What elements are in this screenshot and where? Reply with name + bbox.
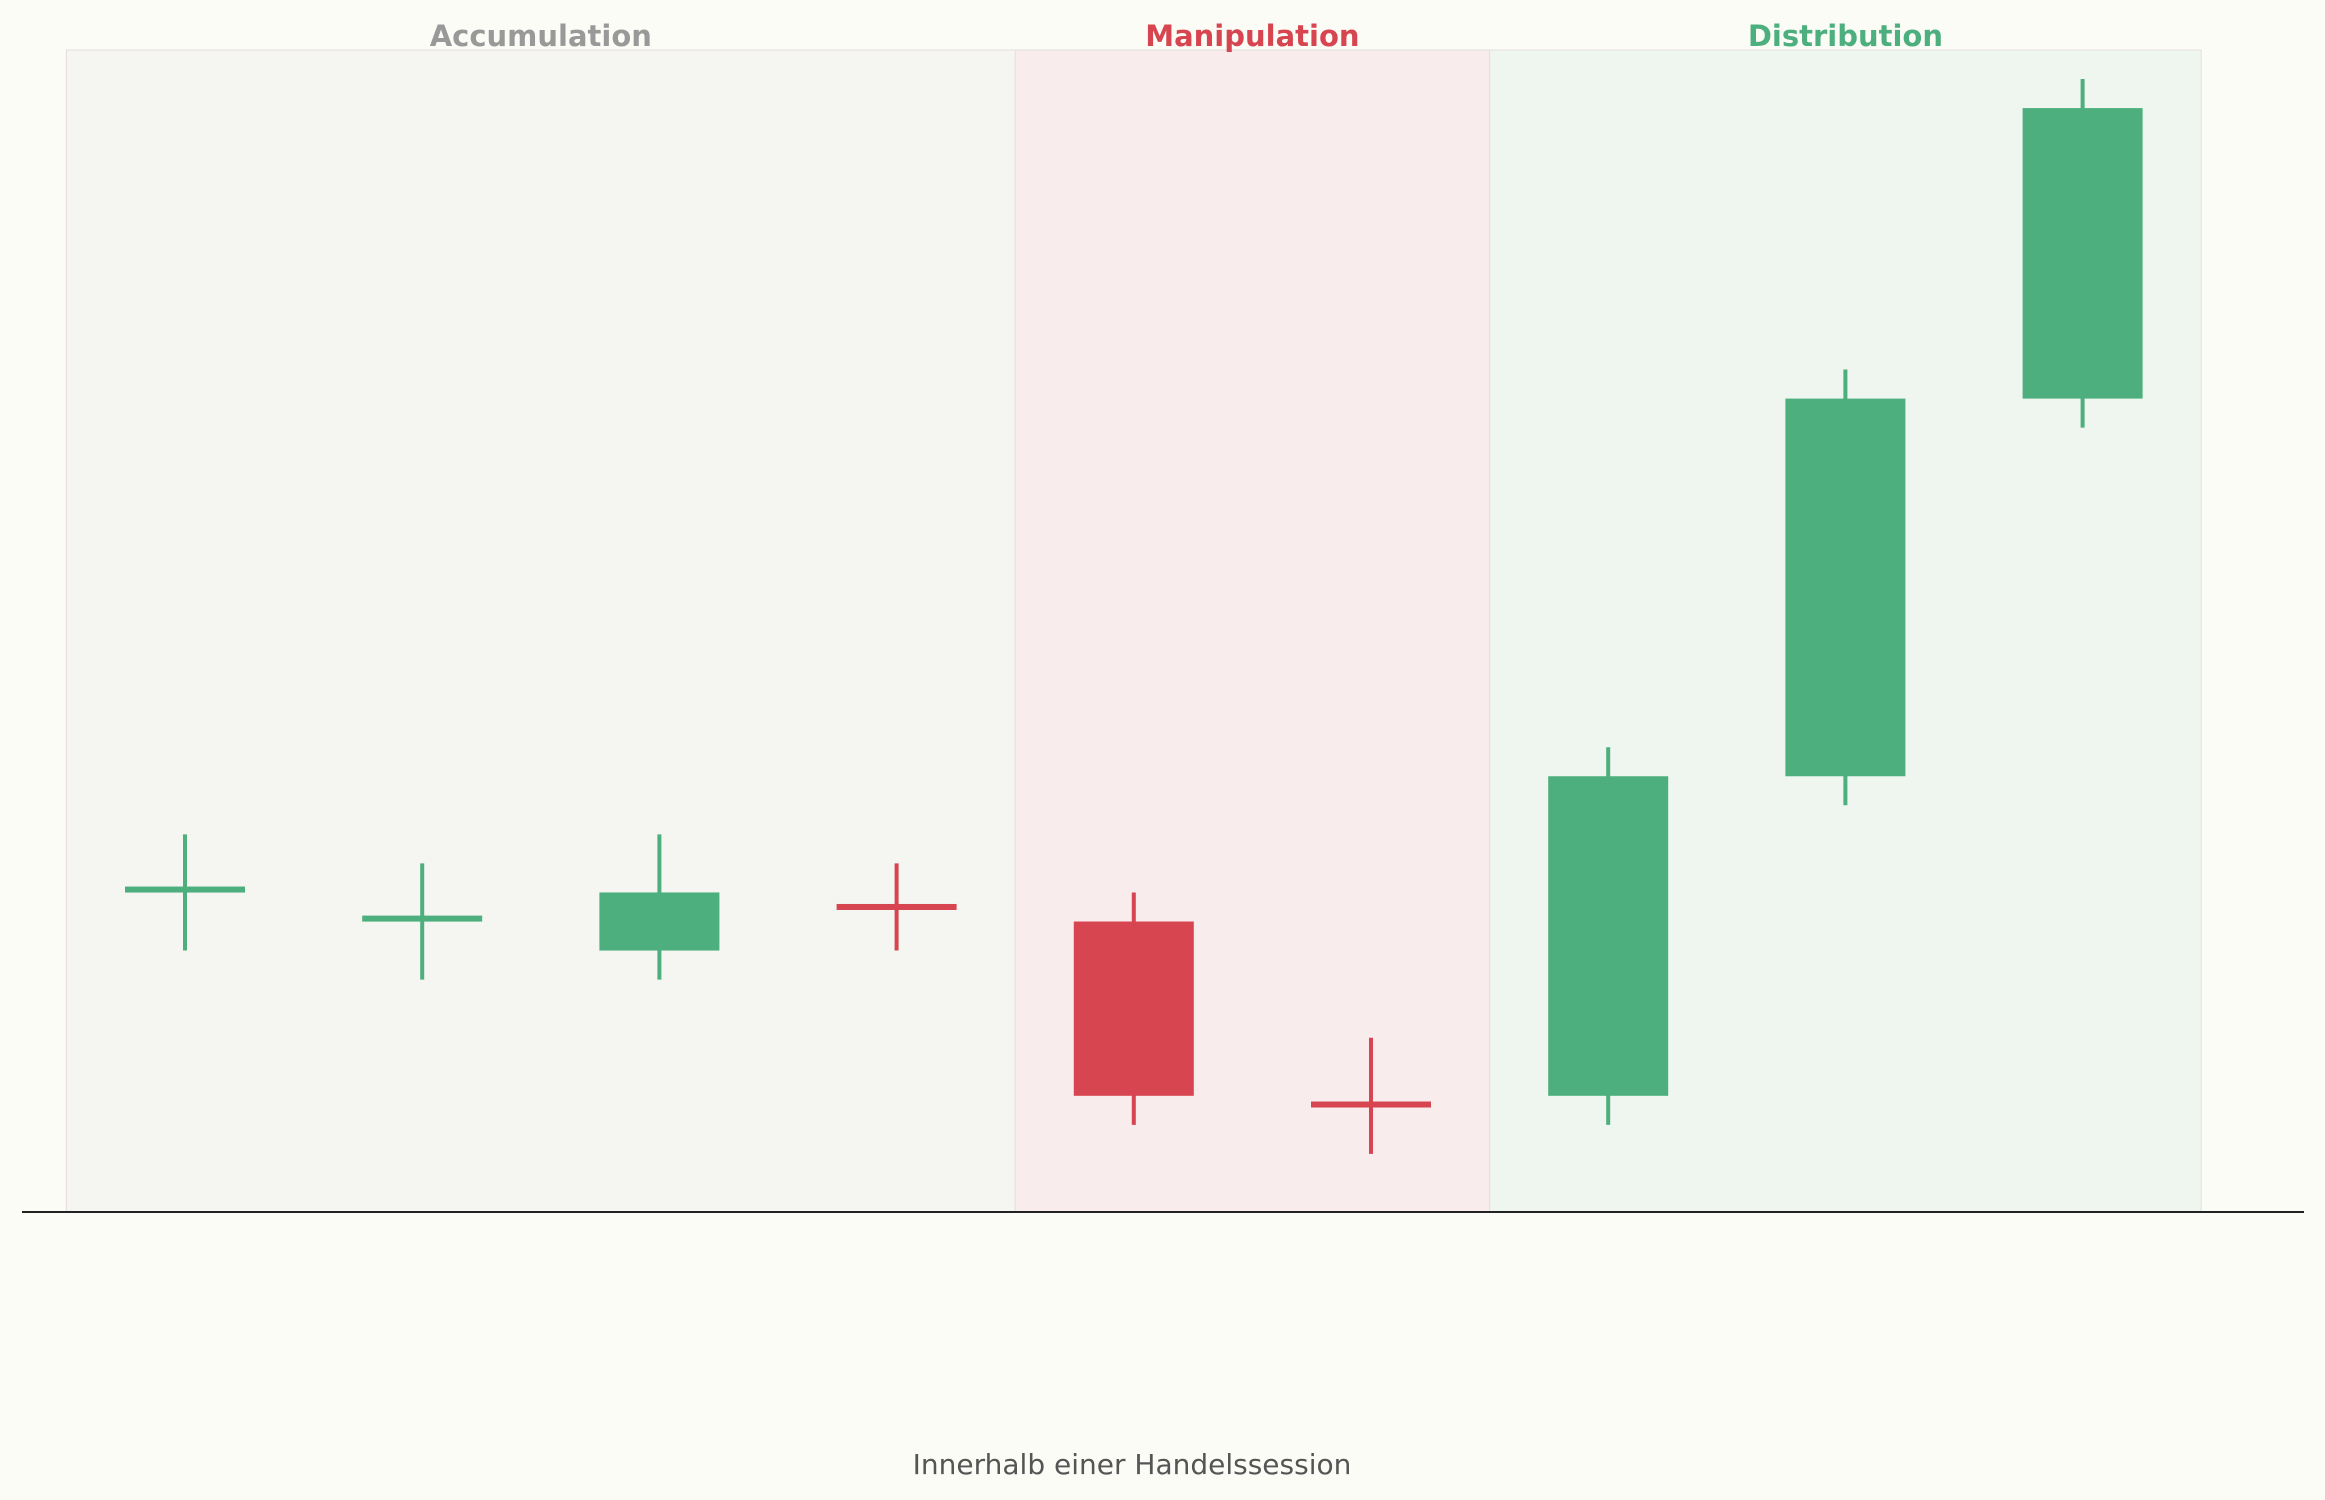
candle-body (125, 886, 245, 893)
candle-1 (362, 863, 483, 980)
candle-3 (836, 863, 957, 951)
candle-body (2022, 108, 2143, 399)
phase-labels: Accumulation Manipulation Distribution (430, 19, 1943, 53)
candle-body (599, 892, 720, 951)
candle-0 (125, 834, 245, 951)
phase-label-manipulation: Manipulation (1145, 19, 1359, 53)
candles (125, 79, 2143, 1154)
candle-5 (1311, 1037, 1431, 1154)
candle-body (362, 915, 483, 922)
candle-body (1785, 398, 1906, 777)
phase-label-accumulation: Accumulation (430, 19, 652, 53)
candle-body (1311, 1101, 1431, 1108)
phase-label-distribution: Distribution (1748, 19, 1943, 53)
candle-body (1073, 921, 1194, 1096)
candle-6 (1548, 747, 1669, 1125)
phase-band-accumulation (65, 49, 1016, 1213)
candle-body (1548, 776, 1669, 1096)
candle-body (836, 903, 957, 910)
candle-8 (2022, 79, 2143, 428)
x-axis-label: Innerhalb einer Handelssession (913, 1448, 1352, 1481)
candle-2 (599, 834, 720, 980)
candle-7 (1785, 369, 1906, 806)
candle-4 (1073, 892, 1194, 1125)
